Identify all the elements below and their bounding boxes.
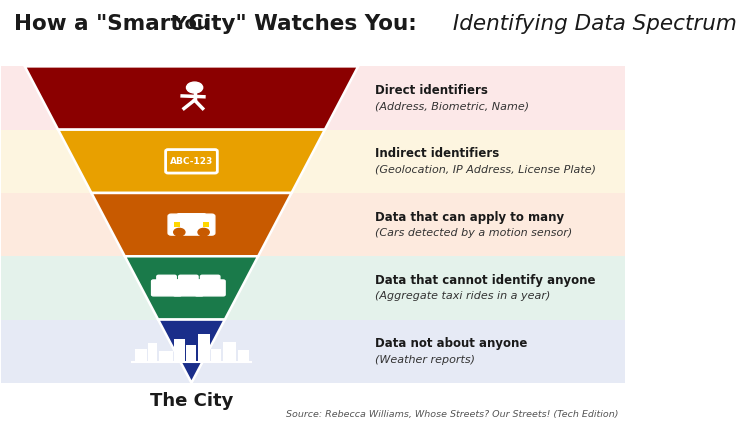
Text: (Weather reports): (Weather reports) [375,354,476,365]
Text: (Geolocation, IP Address, License Plate): (Geolocation, IP Address, License Plate) [375,165,596,175]
FancyBboxPatch shape [152,280,182,296]
Polygon shape [58,130,325,193]
Polygon shape [92,193,292,256]
Text: You: You [173,15,210,33]
Bar [238,350,249,362]
Bar [148,343,158,362]
Text: Direct identifiers: Direct identifiers [375,84,488,97]
Bar [174,338,185,362]
Polygon shape [25,66,358,130]
FancyBboxPatch shape [166,149,218,173]
Bar [2,66,625,130]
FancyBboxPatch shape [177,214,206,226]
Bar [159,351,172,362]
Text: Data that cannot identify anyone: Data that cannot identify anyone [375,274,596,287]
Polygon shape [158,319,225,383]
Bar [174,222,181,227]
Circle shape [198,228,209,236]
Text: Data that can apply to many: Data that can apply to many [375,211,565,224]
Bar [2,193,625,256]
Bar [2,130,625,193]
Bar [211,349,220,362]
FancyBboxPatch shape [195,280,225,296]
Text: The City: The City [150,392,233,410]
Text: (Cars detected by a motion sensor): (Cars detected by a motion sensor) [375,228,572,238]
FancyBboxPatch shape [178,275,198,284]
Polygon shape [124,256,258,319]
FancyBboxPatch shape [200,275,220,284]
Bar [136,349,146,362]
Text: Data not about anyone: Data not about anyone [375,337,528,350]
FancyBboxPatch shape [173,280,203,296]
Circle shape [174,228,185,236]
Bar [223,341,236,362]
FancyBboxPatch shape [157,275,176,284]
Text: (Address, Biometric, Name): (Address, Biometric, Name) [375,101,530,111]
Text: Indirect identifiers: Indirect identifiers [375,147,500,160]
FancyBboxPatch shape [168,214,214,235]
Circle shape [187,82,202,93]
Bar [202,222,208,227]
Text: (Aggregate taxi rides in a year): (Aggregate taxi rides in a year) [375,291,550,301]
Text: ABC-123: ABC-123 [170,157,213,166]
Bar [2,256,625,319]
Text: Identifying Data Spectrum: Identifying Data Spectrum [446,14,736,34]
Bar [2,319,625,383]
Text: How a "Smart City" Watches You:: How a "Smart City" Watches You: [13,14,416,34]
Text: Source: Rebecca Williams, Whose Streets? Our Streets! (Tech Edition): Source: Rebecca Williams, Whose Streets?… [286,409,619,419]
Bar [198,335,210,362]
Bar [187,345,196,362]
